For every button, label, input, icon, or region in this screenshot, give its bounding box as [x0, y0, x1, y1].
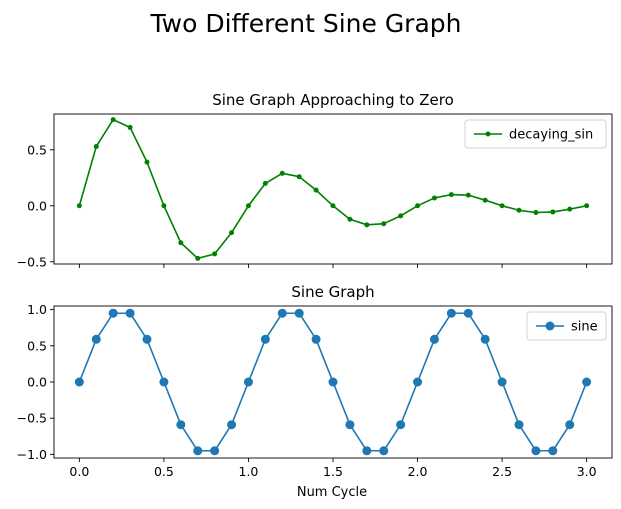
legend-box: [526, 311, 607, 341]
subplot-title: Sine Graph Approaching to Zero: [212, 91, 454, 109]
y-tick-label: 0.5: [27, 338, 47, 353]
figure-title: Two Different Sine Graph: [150, 9, 462, 38]
data-point: [497, 377, 507, 387]
data-point: [550, 209, 556, 215]
data-point: [110, 117, 116, 123]
data-point: [516, 207, 522, 213]
legend-label: decaying_sin: [509, 128, 593, 143]
data-point: [313, 187, 319, 193]
data-point: [379, 446, 389, 456]
x-tick-label: 2.0: [408, 464, 428, 479]
y-tick-label: −0.5: [17, 411, 47, 426]
data-point: [144, 159, 150, 165]
legend: sine: [526, 311, 607, 341]
data-point: [446, 308, 456, 318]
data-point: [279, 170, 285, 176]
y-tick-label: 0.0: [27, 375, 47, 390]
data-point: [294, 308, 304, 318]
data-point: [245, 203, 251, 209]
x-tick-label: 1.0: [239, 464, 259, 479]
data-point: [415, 203, 421, 209]
data-point: [125, 308, 135, 318]
legend-marker: [545, 321, 555, 331]
x-tick-label: 0.0: [69, 464, 89, 479]
data-point: [381, 221, 387, 227]
y-tick-label: −0.5: [17, 254, 47, 269]
x-axis-label: Num Cycle: [297, 485, 367, 500]
legend: decaying_sin: [464, 119, 607, 149]
data-point: [296, 174, 302, 180]
data-point: [178, 240, 184, 246]
x-tick-label: 0.5: [154, 464, 174, 479]
data-point: [396, 420, 406, 430]
data-point: [413, 377, 423, 387]
data-point: [212, 251, 218, 257]
data-point: [243, 377, 253, 387]
data-point: [364, 222, 370, 228]
y-tick-label: −1.0: [17, 447, 47, 462]
data-point: [330, 203, 336, 209]
data-point: [159, 377, 169, 387]
data-point: [91, 334, 101, 344]
data-point: [533, 210, 539, 216]
top-subplot: Sine Graph Approaching to Zero −0.5 0.0 0.5…: [17, 91, 613, 269]
x-tick-label: 2.5: [492, 464, 512, 479]
bottom-subplot: Sine Graph 0.0 0.5 1.0 1.5 2.0 2.5 3.0 −1.0 −0.5 0…: [17, 283, 613, 479]
data-point: [142, 334, 152, 344]
data-point: [227, 420, 237, 430]
data-point: [514, 420, 524, 430]
data-point: [362, 446, 372, 456]
data-point: [260, 334, 270, 344]
data-point: [548, 446, 558, 456]
data-point: [74, 377, 84, 387]
y-tick-label: 0.0: [27, 198, 47, 213]
data-point: [176, 420, 186, 430]
data-point: [210, 446, 220, 456]
data-point: [448, 192, 454, 198]
data-point: [584, 203, 590, 209]
data-point: [482, 197, 488, 203]
data-point: [499, 203, 505, 209]
data-point: [262, 180, 268, 186]
data-point: [582, 377, 592, 387]
x-tick-label: 1.5: [323, 464, 343, 479]
data-point: [463, 308, 473, 318]
data-point: [311, 334, 321, 344]
data-point: [565, 420, 575, 430]
data-point: [195, 255, 201, 261]
subplot-title: Sine Graph: [291, 283, 374, 301]
data-point: [76, 203, 82, 209]
data-point: [193, 446, 203, 456]
legend-label: sine: [571, 320, 598, 335]
data-point: [328, 377, 338, 387]
data-point: [465, 192, 471, 198]
data-point: [347, 216, 353, 222]
data-point: [108, 308, 118, 318]
y-tick-label: 1.0: [27, 302, 47, 317]
data-point: [229, 230, 235, 236]
data-point: [345, 420, 355, 430]
data-point: [431, 195, 437, 201]
data-point: [567, 206, 573, 212]
legend-box: [464, 119, 607, 149]
data-point: [531, 446, 541, 456]
x-tick-label: 3.0: [577, 464, 597, 479]
data-point: [429, 334, 439, 344]
data-point: [398, 213, 404, 219]
data-point: [277, 308, 287, 318]
data-point: [127, 124, 133, 130]
data-point: [480, 334, 490, 344]
data-point: [93, 143, 99, 149]
y-tick-label: 0.5: [27, 142, 47, 157]
data-point: [161, 203, 167, 209]
legend-marker: [485, 131, 491, 137]
